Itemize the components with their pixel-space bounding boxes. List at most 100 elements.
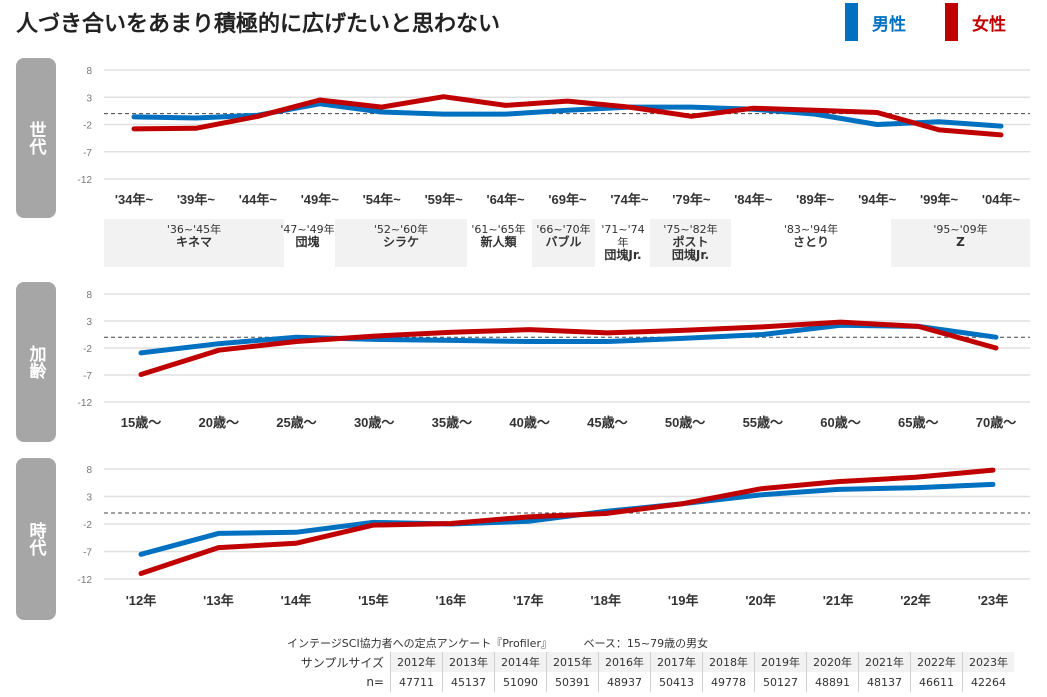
generation-name: 団塊 [295,235,320,249]
panel-label-generation: 世代 [16,58,56,218]
sample-n-cell: 50127 [754,672,807,692]
sample-n-row: n= 47711 45137 51090 50391 48937 50413 49778 50… [284,672,1014,692]
sample-year-cell: 2017年 [650,652,703,672]
x-tick-label: '15年 [358,593,389,608]
y-tick-label: 3 [86,317,92,328]
y-tick-label: -2 [83,121,92,132]
x-tick-label: '69年~ [548,192,587,207]
x-tick-label: '19年 [668,593,699,608]
sample-size-label: サンプルサイズ [284,652,391,672]
x-tick-label: 70歳〜 [976,415,1016,430]
x-tick-label: '14年 [281,593,312,608]
panel-label-aging: 加齢 [16,282,56,442]
x-tick-label: '44年~ [239,192,278,207]
x-tick-label: '49年~ [301,192,340,207]
x-tick-label: '99年~ [920,192,959,207]
generation-name: バブル [545,235,582,249]
x-tick-label: 25歳〜 [276,415,316,430]
sample-year-cell: 2015年 [546,652,599,672]
generation-years: '47~'49年 [280,223,335,236]
x-tick-label: '12年 [126,593,157,608]
generation-band: '36~'45年 キネマ [104,219,284,267]
x-tick-label: 30歳〜 [354,415,394,430]
y-tick-label: -12 [78,175,93,186]
legend-label-female: 女性 [972,14,1006,35]
sample-year-cell: 2016年 [598,652,651,672]
sample-n-cell: 47711 [390,672,443,692]
generation-years: '75~'82年 [663,223,718,236]
x-tick-label: '23年 [978,593,1009,608]
x-tick-label: '20年 [745,593,776,608]
generation-name: 団塊Jr. [604,248,642,262]
series-line-female [131,94,1004,138]
generation-band: '61~'65年 新人類 [467,219,530,267]
series-line-female [138,467,996,576]
sample-n-cell: 48137 [858,672,911,692]
generation-band: '66~'70年 バブル [532,219,595,267]
x-tick-label: '59年~ [425,192,464,207]
sample-n-cell: 50413 [650,672,703,692]
x-tick-label: '34年~ [115,192,154,207]
x-tick-label: 35歳〜 [432,415,472,430]
panel-label-era: 時代 [16,458,56,620]
source-text: インテージSCI協力者への定点アンケート『Profiler』 [287,637,552,650]
y-tick-label: 8 [86,290,92,301]
legend-label-male: 男性 [872,14,906,35]
y-tick-label: 8 [86,465,92,476]
generation-band: '95~'09年 Z [891,219,1030,267]
generation-name: 新人類 [480,235,517,249]
generation-years: '52~'60年 [373,223,429,236]
sample-year-cell: 2020年 [806,652,859,672]
generation-band: '47~'49年 団塊 [280,219,335,267]
sample-year-cell: 2019年 [754,652,807,672]
generation-band: '83~'94年 さとり [731,219,891,267]
base-text: ベース：15~79歳の男女 [583,637,709,650]
generation-years: '95~'09年 [933,223,988,236]
generation-name: シラケ [382,235,419,249]
sample-year-cell: 2022年 [910,652,963,672]
legend-item-male: 男性 [845,3,906,41]
x-tick-label: '94年~ [858,192,897,207]
generation-years: '66~'70年 [536,223,591,236]
x-tick-label: '17年 [513,593,544,608]
x-tick-label: '64年~ [486,192,525,207]
x-tick-label: 45歳〜 [587,415,627,430]
sample-year-cell: 2021年 [858,652,911,672]
generation-name: さとり [792,235,829,249]
x-tick-label: '79年~ [672,192,711,207]
sample-year-cell: 2014年 [494,652,547,672]
x-tick-label: '18年 [590,593,621,608]
sample-year-row: サンプルサイズ 2012年 2013年 2014年 2015年 2016年 2017年 20… [284,652,1014,672]
y-tick-label: -2 [83,344,92,355]
sample-n-cell: 46611 [910,672,963,692]
x-tick-label: '21年 [823,593,854,608]
series-line-female [138,319,999,377]
x-tick-label: '54年~ [363,192,402,207]
x-tick-label: 15歳〜 [121,415,161,430]
generation-band: '75~'82年 ポスト 団塊Jr. [650,219,731,267]
sample-year-cell: 2012年 [390,652,443,672]
sample-n-cell: 49778 [702,672,755,692]
y-tick-label: 3 [86,93,92,104]
x-tick-label: '74年~ [610,192,649,207]
generation-name: ポスト [672,235,709,249]
sample-year-cell: 2018年 [702,652,755,672]
legend-swatch-female [945,3,958,41]
x-tick-label: '39年~ [177,192,216,207]
n-label: n= [366,675,384,689]
y-tick-label: -7 [83,371,92,382]
y-tick-label: -7 [83,548,92,559]
legend-item-female: 女性 [945,3,1006,41]
x-tick-label: 65歳〜 [898,415,938,430]
legend-swatch-male [845,3,858,41]
y-tick-label: 8 [86,66,92,77]
generation-name: Z [956,235,965,249]
x-tick-label: '89年~ [796,192,835,207]
sample-n-cell: 50391 [546,672,599,692]
x-tick-label: '22年 [900,593,931,608]
sample-n-cell: 48937 [598,672,651,692]
source-note: インテージSCI協力者への定点アンケート『Profiler』 ベース：15~79… [287,635,736,651]
sample-n-cell: 48891 [806,672,859,692]
x-tick-label: 60歳〜 [820,415,860,430]
y-tick-label: -12 [78,398,93,409]
